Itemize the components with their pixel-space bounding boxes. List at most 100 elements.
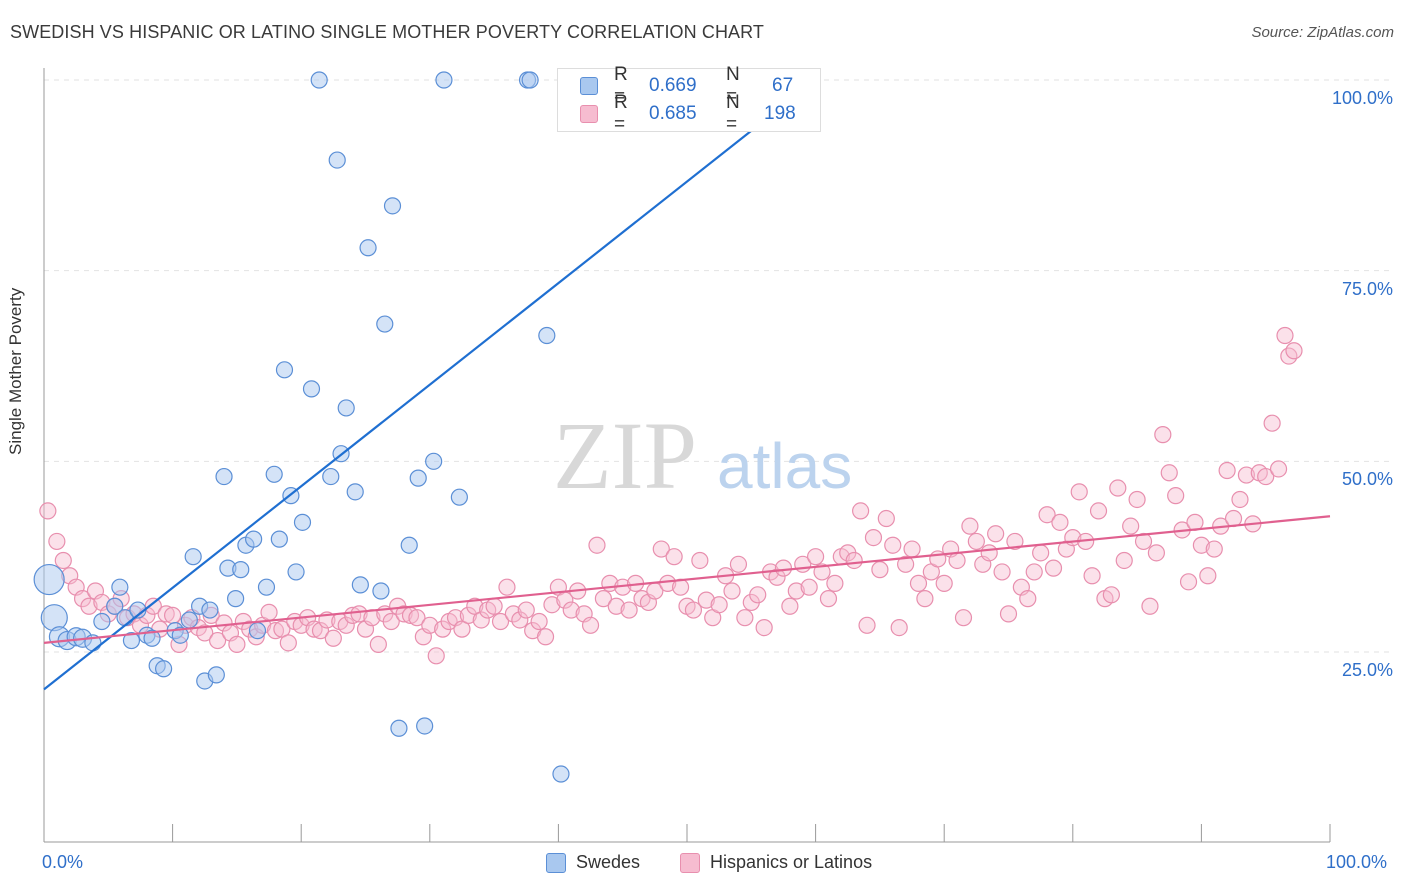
y-tick-label: 50.0% [1341, 469, 1393, 490]
legend-label-swedes: Swedes [576, 852, 641, 872]
hispanics-point [1147, 544, 1165, 562]
hispanics-swatch [580, 105, 598, 123]
hispanics-point [884, 536, 902, 554]
swedes-point [372, 582, 390, 600]
hispanics-point [209, 631, 227, 650]
hispanics-point [697, 591, 715, 609]
hispanics-point [1122, 517, 1140, 535]
hispanics-point [813, 563, 831, 581]
hispanics-point [324, 629, 342, 647]
swedes-point [248, 622, 267, 640]
hispanics-point [1070, 483, 1088, 501]
watermark: ZIP atlas [553, 402, 852, 509]
swedes-point [180, 611, 198, 629]
hispanics-point [826, 574, 844, 592]
hispanics-point [819, 590, 838, 608]
hispanics-point [1089, 502, 1108, 520]
chart-title: SWEDISH VS HISPANIC OR LATINO SINGLE MOT… [10, 22, 765, 42]
swedes-point [275, 361, 294, 379]
hispanics-point [1154, 426, 1172, 444]
swedes-point [207, 666, 225, 684]
swedes-point [346, 483, 364, 501]
hispanics-point [215, 614, 233, 632]
swedes-points [33, 71, 570, 783]
swedes-point [302, 380, 321, 398]
legend-item-swedes[interactable]: Swedes [546, 852, 640, 873]
swedes-point [435, 71, 453, 89]
swedes-point [521, 71, 539, 89]
swedes-point [143, 629, 161, 647]
swedes-point [337, 399, 355, 417]
hispanics-point [305, 620, 323, 638]
swedes-point [33, 563, 65, 596]
hispanics-point [453, 620, 471, 638]
hispanics-point [768, 568, 786, 586]
hispanics-point [279, 634, 297, 652]
hispanics-trendline [43, 515, 1331, 644]
hispanics-point [781, 597, 799, 615]
swedes-point [232, 561, 250, 579]
hispanics-point [659, 574, 677, 592]
hispanics-point [1006, 532, 1024, 551]
hispanics-point [504, 605, 522, 623]
hispanics-point [1257, 467, 1275, 486]
hispanics-point [961, 517, 979, 535]
hispanics-point [1199, 567, 1217, 585]
hispanics-point [755, 618, 773, 637]
hispanics-point [1160, 464, 1178, 482]
swedes-point [201, 601, 219, 619]
hispanics-point [1038, 506, 1056, 524]
watermark-zip: ZIP [553, 402, 697, 509]
hispanics-point [652, 540, 670, 558]
swedes-point [552, 765, 570, 783]
swedes-point [106, 597, 124, 615]
hispanics-point [806, 548, 825, 566]
swedes-point [265, 465, 283, 483]
swedes-point [171, 626, 189, 644]
trendlines [43, 79, 1331, 691]
hispanics-point [1044, 559, 1063, 577]
hispanics-point [1205, 540, 1223, 558]
hispanics-point [787, 582, 805, 600]
y-tick-label: 100.0% [1331, 88, 1393, 108]
hispanics-n-key: N = [726, 92, 740, 135]
hispanics-point [1192, 536, 1211, 554]
watermark-atlas: atlas [717, 430, 852, 502]
swedes-point [122, 631, 141, 650]
hispanics-point [273, 620, 291, 638]
swedes-point [293, 513, 312, 531]
hispanics-point [472, 611, 490, 629]
hispanics-point [530, 612, 548, 631]
hispanics-n-value: 198 [764, 103, 796, 124]
hispanics-point [1218, 461, 1236, 480]
hispanics-point [562, 601, 580, 619]
legend-swatch-hispanics [680, 852, 700, 873]
hispanics-point [39, 502, 57, 520]
hispanics-point [1179, 573, 1198, 591]
hispanics-point [864, 528, 883, 547]
swedes-point [409, 469, 427, 487]
hispanics-point [466, 597, 484, 615]
hispanics-point [948, 551, 966, 570]
legend-item-hispanics[interactable]: Hispanics or Latinos [680, 852, 872, 873]
hispanics-point [395, 605, 413, 623]
hispanics-point [729, 555, 748, 573]
axes [43, 68, 1331, 843]
hispanics-point [1237, 466, 1256, 484]
hispanics-point [1276, 326, 1294, 345]
hispanics-point [408, 609, 426, 627]
hispanics-point [1263, 414, 1281, 432]
hispanics-point [1128, 490, 1146, 509]
swedes-n-key: N = [726, 64, 740, 107]
hispanics-point [491, 612, 510, 631]
hispanics-point [1134, 532, 1153, 551]
hispanics-point [421, 616, 439, 634]
hispanics-point [80, 597, 98, 615]
hispanics-point [459, 606, 477, 624]
hispanics-point [588, 536, 606, 554]
hispanics-point [845, 551, 863, 570]
source-label: Source: ZipAtlas.com [1251, 24, 1394, 41]
hispanics-point [1032, 544, 1050, 562]
swedes-point [215, 467, 233, 486]
hispanics-point [935, 574, 953, 592]
